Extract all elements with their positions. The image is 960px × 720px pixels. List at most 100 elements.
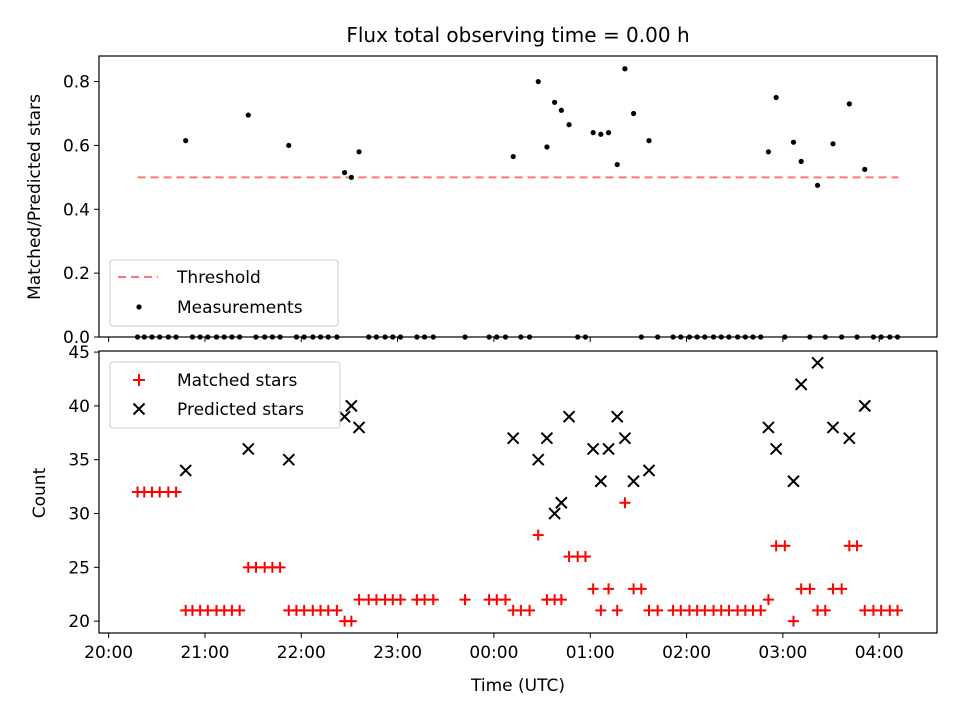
- predicted-star-marker: [555, 496, 568, 509]
- top-axes-frame: [98, 55, 938, 338]
- bottom-x-tick-label: 02:00: [662, 643, 711, 663]
- predicted-star-marker: [338, 410, 351, 423]
- measurement-point: [862, 166, 868, 172]
- measurement-point: [798, 158, 804, 164]
- matched-star-marker: [587, 583, 599, 595]
- matched-star-marker: [787, 615, 799, 627]
- bottom-y-tick-label: 45: [68, 343, 90, 363]
- matched-star-marker: [532, 529, 544, 541]
- predicted-star-marker-b: [548, 507, 561, 520]
- bottom-x-ticks: 20:00 21:00 22:00 23:00 00:00 01:00 02:00 03:00…: [84, 633, 904, 663]
- predicted-star-marker-b: [352, 421, 366, 434]
- matched-star-marker: [779, 540, 791, 552]
- matched-star-marker: [892, 604, 904, 616]
- measurement-point: [622, 66, 628, 72]
- bottom-y-tick-label: 20: [68, 612, 90, 632]
- matched-star-marker: [851, 540, 863, 552]
- predicted-star-marker: [179, 464, 192, 477]
- measurement-point: [566, 122, 572, 128]
- measurement-point: [544, 144, 550, 150]
- top-y-tick-label: 0.6: [63, 136, 90, 156]
- top-y-tick-label: 0.2: [63, 264, 90, 284]
- bottom-x-tick-label: 22:00: [277, 643, 326, 663]
- predicted-star-marker: [794, 378, 808, 391]
- matched-star-marker: [635, 583, 647, 595]
- predicted-star-marker: [843, 431, 856, 445]
- predicted-star-marker-b: [794, 378, 808, 391]
- matched-star-marker: [762, 594, 774, 606]
- measurement-point: [245, 112, 251, 118]
- measurement-point: [598, 131, 604, 137]
- bottom-y-tick-label: 40: [68, 397, 90, 417]
- bottom-y-ticks: 20 25 30 35 40 45: [68, 343, 99, 632]
- top-y-tick-label: 0.0: [63, 328, 90, 348]
- predicted-star-marker: [811, 356, 824, 370]
- bottom-legend-box: [109, 361, 341, 429]
- predicted-star-marker: [618, 431, 632, 445]
- legend-measurements-swatch: [136, 304, 142, 310]
- predicted-star-marker-b: [762, 421, 775, 434]
- predicted-star-marker-b: [586, 442, 600, 456]
- measurement-point: [846, 101, 852, 107]
- bottom-x-tick-label: 04:00: [855, 643, 904, 663]
- matched-star-marker: [170, 486, 182, 498]
- predicted-star-marker: [532, 453, 545, 466]
- measurement-point: [614, 161, 620, 168]
- predicted-star-marker: [602, 442, 615, 456]
- measurement-point: [342, 169, 348, 176]
- top-y-tick-label: 0.4: [63, 200, 90, 220]
- legend-predicted-label: Predicted stars: [177, 400, 304, 420]
- bottom-x-tick-label: 01:00: [566, 643, 615, 663]
- predicted-star-marker-b: [627, 475, 640, 488]
- predicted-star-marker: [642, 464, 656, 477]
- predicted-star-marker-b: [506, 431, 520, 445]
- legend-predicted-swatch: [132, 402, 146, 416]
- bottom-y-tick-label: 30: [68, 505, 90, 525]
- legend-measurements-label: Measurements: [177, 298, 303, 318]
- bottom-x-tick-label: 20:00: [84, 643, 133, 663]
- matched-star-marker: [595, 604, 607, 616]
- measurement-point: [356, 149, 362, 155]
- matched-star-marker: [755, 604, 767, 616]
- measurement-point: [510, 153, 516, 160]
- measurement-point: [552, 99, 558, 105]
- predicted-star-marker-b: [826, 421, 840, 434]
- matched-star-marker: [499, 594, 511, 606]
- measurement-point: [286, 142, 292, 149]
- bottom-y-tick-label: 35: [68, 451, 90, 471]
- measurement-point: [646, 138, 652, 144]
- predicted-star-marker-b: [242, 442, 255, 456]
- predicted-star-marker: [345, 399, 358, 413]
- predicted-star-marker-b: [179, 464, 192, 477]
- bottom-x-axis-label: Time (UTC): [470, 676, 565, 696]
- matched-star-marker: [836, 583, 848, 595]
- predicted-star-marker: [586, 442, 600, 456]
- matched-star-marker: [804, 583, 816, 595]
- matched-star-marker: [394, 594, 406, 606]
- predicted-star-marker-b: [282, 453, 295, 466]
- matched-star-marker: [555, 594, 567, 606]
- predicted-star-marker-b: [769, 442, 783, 456]
- predicted-star-marker-b: [618, 431, 632, 445]
- legend-matched-swatch: [133, 374, 145, 386]
- predicted-star-marker: [826, 421, 840, 434]
- matched-star-marker: [819, 604, 831, 616]
- matched-star-marker: [331, 604, 343, 616]
- predicted-star-marker: [562, 410, 576, 423]
- measurement-point: [183, 138, 189, 144]
- bottom-legend: Matched stars Predicted stars: [109, 361, 341, 429]
- top-title: Flux total observing time = 0.00 h: [346, 23, 689, 47]
- matched-star-marker: [353, 594, 365, 606]
- top-x-ticks: [108, 337, 880, 342]
- predicted-star-marker-b: [811, 356, 824, 370]
- predicted-star-marker-b: [555, 496, 568, 509]
- bottom-panel: 20 25 30 35 40 45 20:00 21:00 22:00 23:00 00:00 01…: [30, 343, 938, 696]
- top-legend: Threshold Measurements: [109, 259, 339, 327]
- predicted-star-marker-b: [858, 399, 871, 413]
- bottom-y-axis-label: Count: [30, 467, 50, 518]
- predicted-star-marker-b: [611, 410, 624, 423]
- matched-star-marker: [524, 604, 536, 616]
- matched-star-marker: [652, 604, 664, 616]
- predicted-star-marker-b: [594, 475, 608, 488]
